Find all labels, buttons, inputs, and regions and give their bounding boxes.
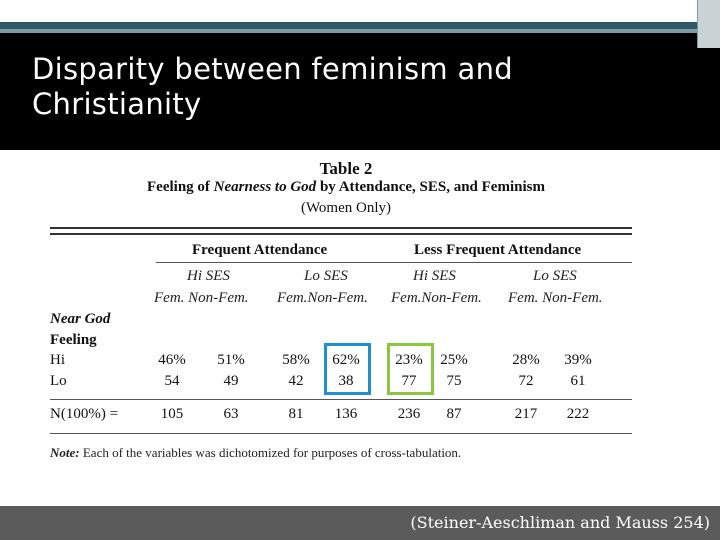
table-cell: 46% [158, 352, 186, 368]
group-frequent: Frequent Attendance [192, 242, 328, 258]
note-label: Note: [50, 445, 80, 460]
corner-decoration [697, 0, 720, 48]
table-title-emphasis: Nearness to God [213, 179, 317, 195]
row-label-hi: Hi [50, 352, 65, 368]
table-cell: 236 [397, 406, 421, 422]
highlight-box-blue [324, 343, 371, 395]
table-cell: 39% [564, 352, 592, 368]
table-cell: 77 [401, 373, 417, 389]
table-cell: 51% [217, 352, 245, 368]
table-cell: 49 [223, 373, 239, 389]
ses-hi-2: Hi SES [413, 268, 456, 284]
note-text: Each of the variables was dichotomized f… [79, 445, 462, 460]
table-bottom-rule [50, 433, 632, 434]
table-cell: 72 [518, 373, 534, 389]
title-band [0, 33, 720, 150]
table-cell: 62% [332, 352, 360, 368]
table-top-rule [50, 227, 632, 229]
table-cell: 23% [395, 352, 423, 368]
ses-hi-1: Hi SES [187, 268, 230, 284]
table-cell: 61 [570, 373, 586, 389]
table-cell: 75 [446, 373, 462, 389]
table-top-rule-2 [50, 233, 632, 235]
table-cell: 217 [514, 406, 538, 422]
table-cell: 42 [288, 373, 304, 389]
group-less-frequent: Less Frequent Attendance [414, 242, 582, 258]
row-label-lo: Lo [50, 373, 67, 389]
ses-lo-1: Lo SES [304, 268, 348, 284]
table-cell: 25% [440, 352, 468, 368]
ses-lo-2: Lo SES [533, 268, 577, 284]
col-pair-4: Fem. Non-Fem. [508, 290, 603, 306]
table-cell: 54 [164, 373, 180, 389]
footer-bar [0, 506, 720, 540]
row-header-near-god: Near God [50, 311, 111, 327]
table-cell: 136 [334, 406, 358, 422]
table-subtitle: (Women Only) [300, 200, 392, 216]
table-cell: 58% [282, 352, 310, 368]
table-cell: 81 [288, 406, 304, 422]
table-title-prefix: Feeling of [147, 179, 214, 195]
table-cell: 38 [338, 373, 354, 389]
table-figure: Table 2 Feeling of Nearness to God by At… [46, 157, 646, 472]
table-title-suffix: by Attendance, SES, and Feminism [316, 179, 545, 195]
col-pair-3: Fem.Non-Fem. [391, 290, 482, 306]
row-label-n: N(100%) = [50, 406, 119, 422]
row-header-feeling: Feeling [50, 332, 97, 348]
citation: (Steiner-Aeschliman and Mauss 254) [410, 513, 710, 532]
slide-title: Disparity between feminism and Christian… [32, 52, 513, 121]
col-pair-2: Fem.Non-Fem. [277, 290, 368, 306]
header-top-margin [0, 0, 720, 22]
header-stripe [0, 22, 720, 29]
table-cell: 63 [223, 406, 239, 422]
table-number: Table 2 [319, 159, 373, 178]
table-cell: 28% [512, 352, 540, 368]
table-mid-rule [50, 399, 632, 400]
col-pair-1: Fem. Non-Fem. [154, 290, 249, 306]
table-cell: 87 [446, 406, 462, 422]
group-underline [156, 262, 632, 263]
table-note: Note: Each of the variables was dichotom… [50, 445, 461, 461]
table-title: Feeling of Nearness to God by Attendance… [46, 179, 646, 196]
header-stripe-light [0, 29, 720, 33]
highlight-box-green [387, 343, 434, 395]
table-cell: 222 [566, 406, 590, 422]
table-cell: 105 [160, 406, 184, 422]
